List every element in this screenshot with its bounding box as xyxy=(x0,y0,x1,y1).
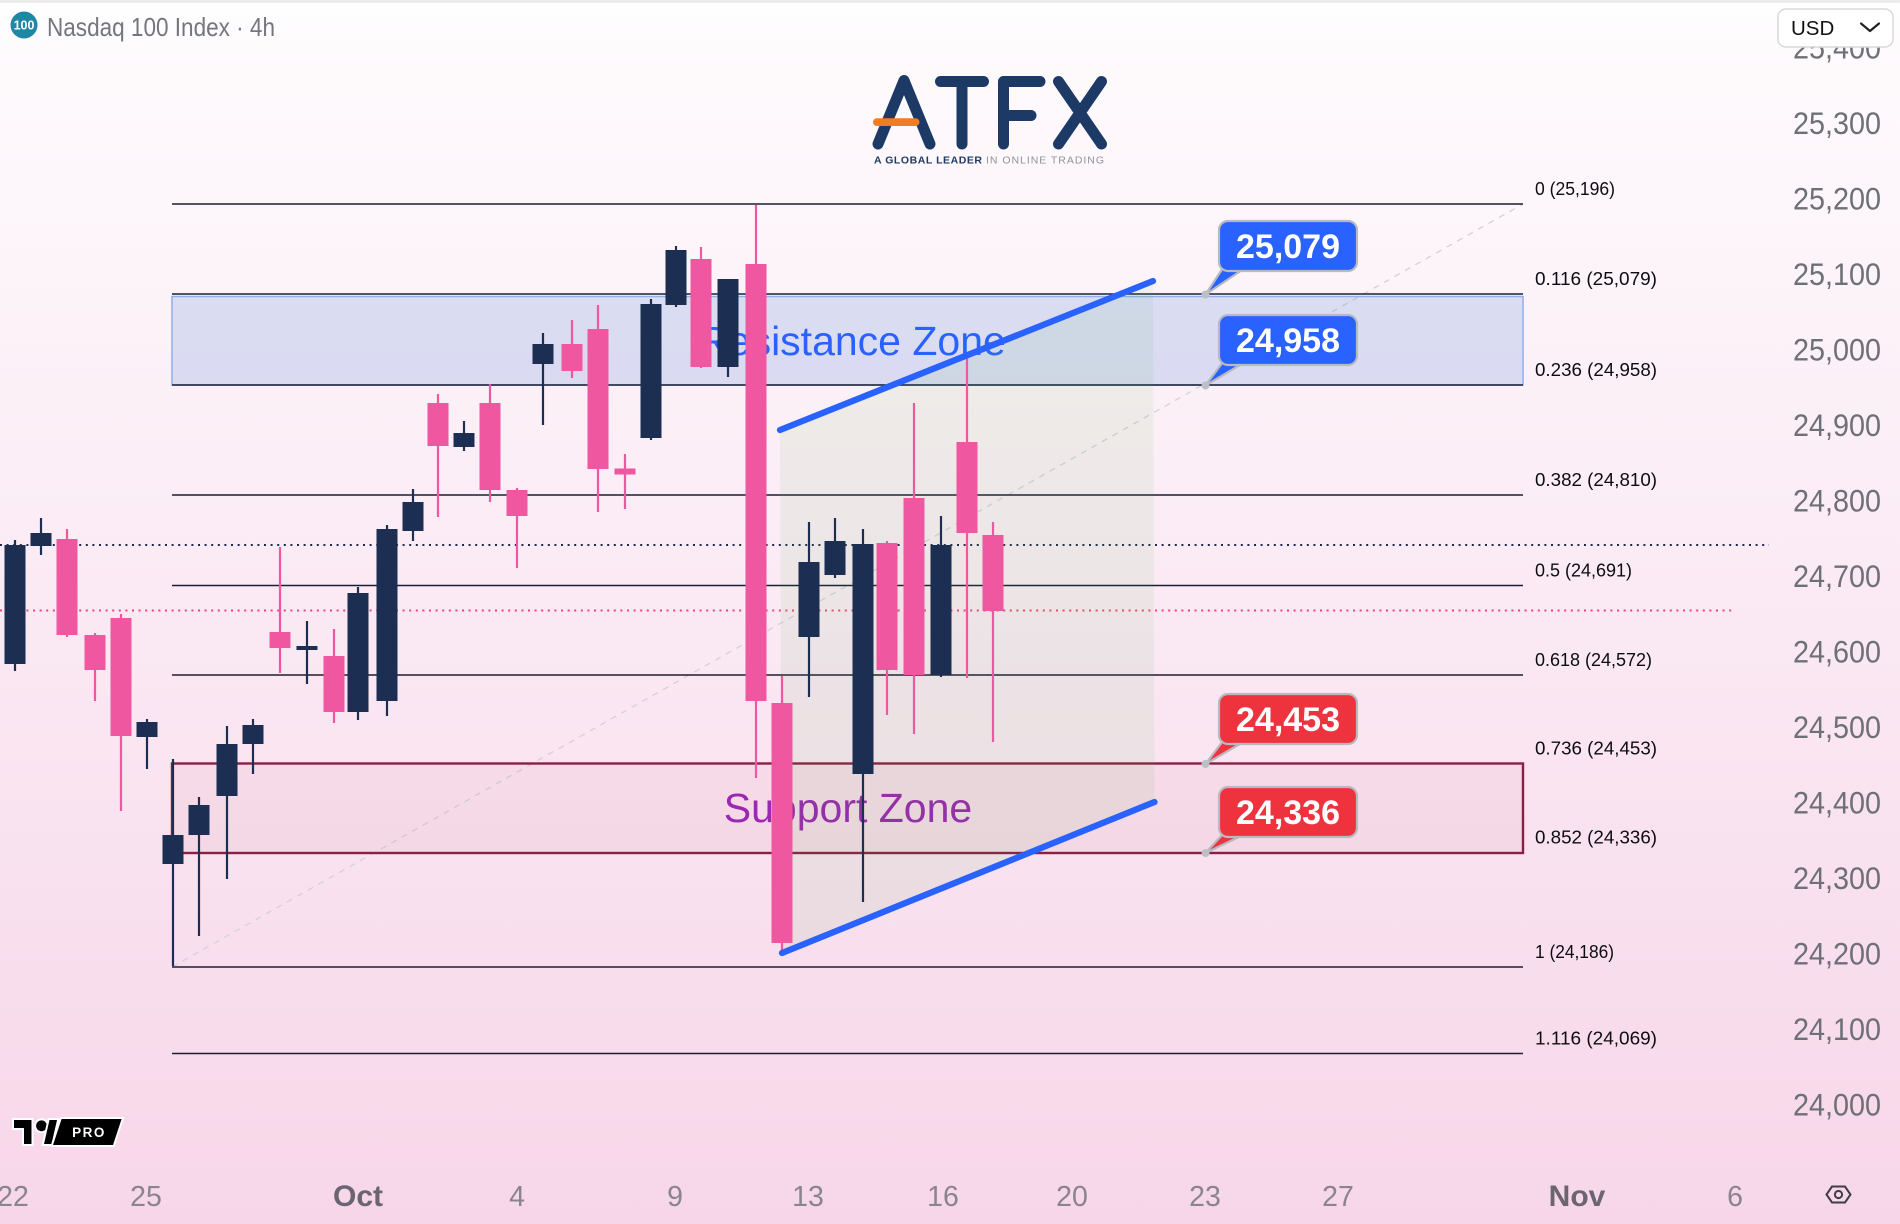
svg-text:A GLOBAL LEADER: A GLOBAL LEADER xyxy=(874,155,982,167)
svg-text:24,300: 24,300 xyxy=(1793,860,1881,896)
svg-text:24,000: 24,000 xyxy=(1793,1087,1881,1123)
svg-text:24,500: 24,500 xyxy=(1793,709,1881,745)
svg-text:Support Zone: Support Zone xyxy=(724,785,972,831)
svg-text:20: 20 xyxy=(1056,1181,1088,1213)
svg-text:13: 13 xyxy=(792,1181,824,1213)
svg-text:24,400: 24,400 xyxy=(1793,785,1881,821)
svg-text:0.852 (24,336): 0.852 (24,336) xyxy=(1535,827,1657,848)
svg-text:0.236 (24,958): 0.236 (24,958) xyxy=(1535,359,1657,380)
svg-text:1.116 (24,069): 1.116 (24,069) xyxy=(1535,1028,1657,1049)
svg-text:25,079: 25,079 xyxy=(1236,228,1340,266)
svg-text:25: 25 xyxy=(130,1181,162,1213)
svg-text:16: 16 xyxy=(927,1181,959,1213)
svg-text:22: 22 xyxy=(0,1181,29,1213)
svg-text:24,800: 24,800 xyxy=(1793,483,1881,519)
svg-text:Nasdaq 100 Index · 4h: Nasdaq 100 Index · 4h xyxy=(47,12,275,42)
svg-text:25,200: 25,200 xyxy=(1793,181,1881,217)
svg-text:Oct: Oct xyxy=(333,1180,383,1213)
svg-text:24,200: 24,200 xyxy=(1793,936,1881,972)
svg-text:0.5 (24,691): 0.5 (24,691) xyxy=(1535,560,1632,581)
svg-text:27: 27 xyxy=(1322,1181,1354,1213)
svg-text:24,700: 24,700 xyxy=(1793,558,1881,594)
svg-text:1 (24,186): 1 (24,186) xyxy=(1535,941,1614,962)
svg-text:24,336: 24,336 xyxy=(1236,794,1340,832)
svg-text:9: 9 xyxy=(667,1181,683,1213)
svg-text:4: 4 xyxy=(509,1181,525,1213)
svg-text:0.736 (24,453): 0.736 (24,453) xyxy=(1535,738,1657,759)
svg-text:0.618 (24,572): 0.618 (24,572) xyxy=(1535,649,1652,670)
svg-text:IN ONLINE TRADING: IN ONLINE TRADING xyxy=(986,155,1104,167)
svg-text:100: 100 xyxy=(14,19,35,33)
svg-text:23: 23 xyxy=(1189,1181,1221,1213)
svg-text:25,100: 25,100 xyxy=(1793,256,1881,292)
svg-text:PRO: PRO xyxy=(72,1125,106,1140)
svg-text:USD: USD xyxy=(1791,17,1834,40)
svg-text:0 (25,196): 0 (25,196) xyxy=(1535,178,1615,199)
svg-text:0.382 (24,810): 0.382 (24,810) xyxy=(1535,469,1657,490)
svg-text:24,453: 24,453 xyxy=(1236,701,1340,739)
svg-text:25,300: 25,300 xyxy=(1793,105,1881,141)
svg-text:Nov: Nov xyxy=(1549,1180,1606,1213)
svg-text:24,600: 24,600 xyxy=(1793,634,1881,670)
svg-text:25,000: 25,000 xyxy=(1793,332,1881,368)
svg-text:6: 6 xyxy=(1727,1181,1743,1213)
svg-text:24,100: 24,100 xyxy=(1793,1011,1881,1047)
svg-text:24,900: 24,900 xyxy=(1793,407,1881,443)
svg-text:24,958: 24,958 xyxy=(1236,322,1340,360)
svg-text:0.116 (25,079): 0.116 (25,079) xyxy=(1535,268,1657,289)
